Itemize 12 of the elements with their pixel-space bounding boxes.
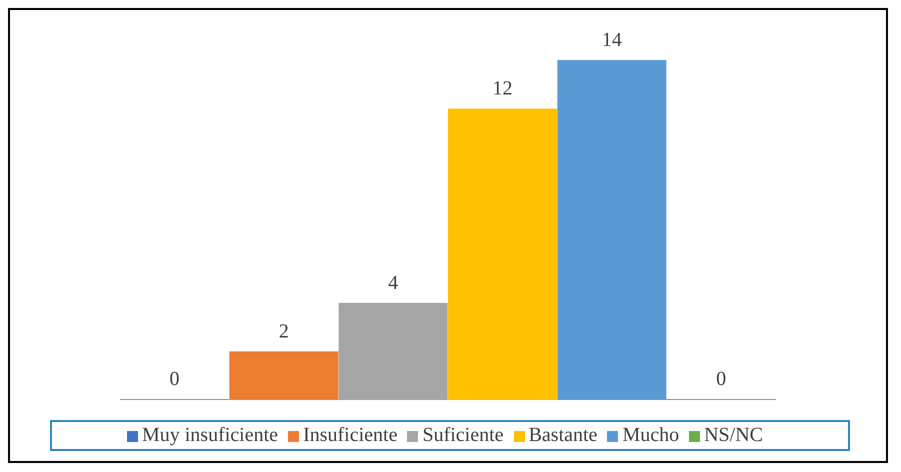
data-label: 12: [492, 78, 512, 100]
data-label: 0: [716, 368, 726, 390]
legend-label: Bastante: [528, 424, 598, 446]
legend-label: Insuficiente: [303, 424, 398, 446]
legend-label: Mucho: [622, 424, 680, 446]
data-label: 0: [170, 368, 180, 390]
data-label: 4: [388, 272, 398, 294]
data-label: 2: [278, 320, 289, 342]
legend-label: Muy insuficiente: [142, 424, 278, 446]
legend-label: Suficiente: [422, 424, 504, 446]
legend-label: NS/NC: [704, 424, 764, 446]
data-label: 14: [602, 29, 622, 51]
